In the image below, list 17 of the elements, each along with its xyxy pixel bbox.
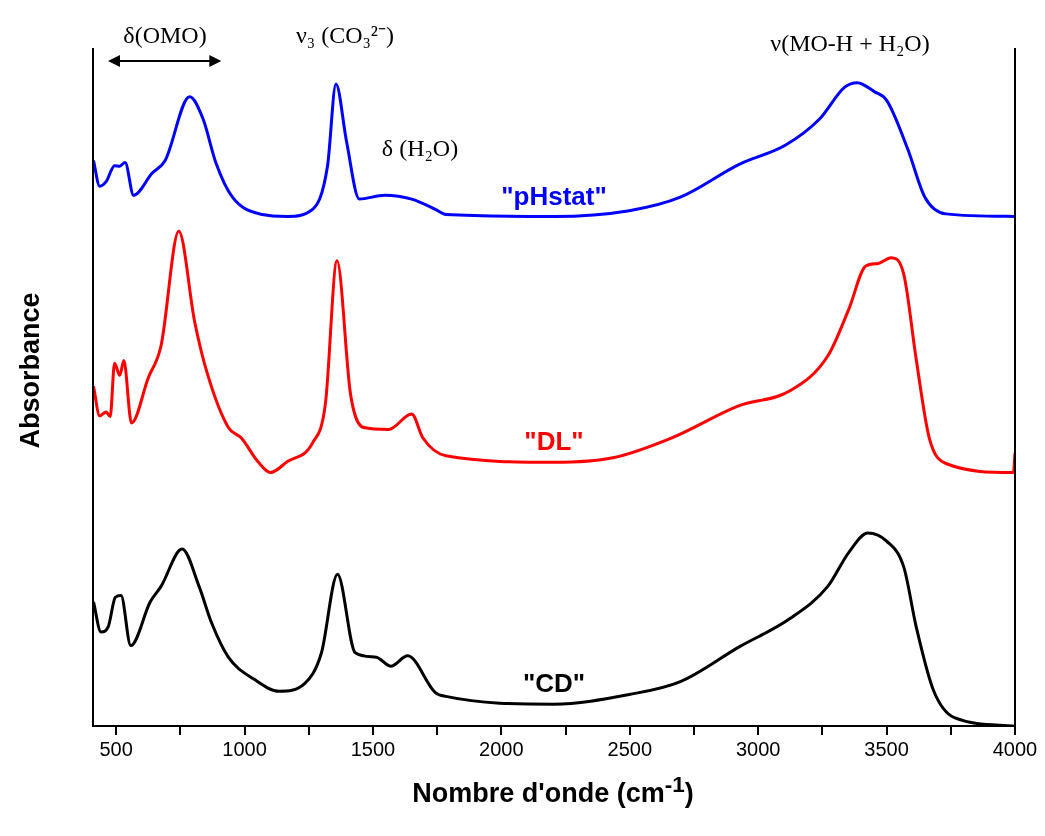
annotation: δ (H₂O): [381, 135, 459, 162]
text: ν(MO-H + H₂O): [770, 30, 930, 57]
x-tick-label: 1500: [350, 737, 396, 760]
x-tick-label: 4000: [992, 737, 1038, 760]
y-axis-title: Absorbance: [14, 291, 46, 451]
x-tick-label: 1000: [222, 737, 267, 760]
x-tick-label: 500: [99, 737, 133, 760]
series-label: "CD": [522, 668, 586, 699]
x-tick-label: 2500: [607, 737, 653, 760]
text: δ(OMO): [123, 22, 207, 49]
x-tick-label: 2000: [479, 737, 524, 760]
x-tick-label: 3500: [864, 737, 909, 760]
text: ν₃ (CO₃²⁻): [295, 22, 395, 49]
x-tick-label: 3000: [735, 737, 781, 760]
x-axis-title: Nombre d'onde (cm$^{-1}$): [411, 772, 695, 809]
series-label: "DL": [524, 426, 584, 457]
series-label: "pHstat": [501, 180, 607, 211]
